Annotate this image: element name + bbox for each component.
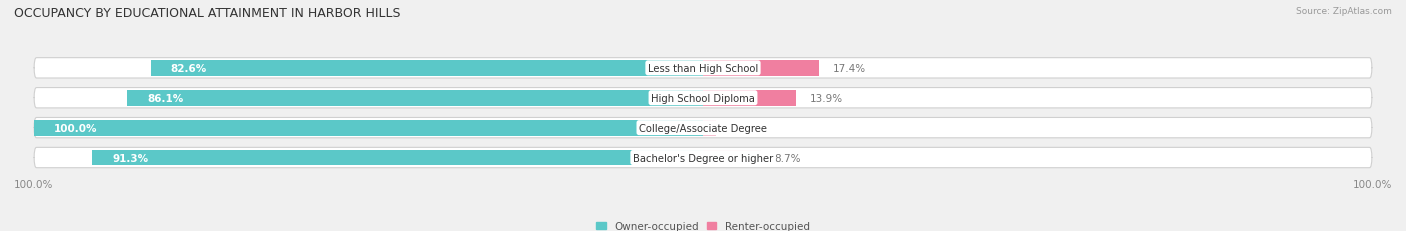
Bar (703, 120, 717, 136)
Text: 100.0%: 100.0% (55, 123, 97, 133)
FancyBboxPatch shape (34, 148, 1372, 168)
Text: 82.6%: 82.6% (170, 64, 207, 73)
Text: Less than High School: Less than High School (648, 64, 758, 73)
Text: 100.0%: 100.0% (14, 179, 53, 189)
Text: 100.0%: 100.0% (1353, 179, 1392, 189)
Bar (127, 90, 703, 106)
Text: 13.9%: 13.9% (810, 93, 842, 103)
Text: 91.3%: 91.3% (112, 153, 149, 163)
Legend: Owner-occupied, Renter-occupied: Owner-occupied, Renter-occupied (592, 217, 814, 231)
Text: 0.0%: 0.0% (717, 123, 742, 133)
Bar (150, 61, 703, 76)
FancyBboxPatch shape (34, 58, 1372, 79)
Text: 86.1%: 86.1% (148, 93, 183, 103)
FancyBboxPatch shape (34, 88, 1372, 108)
Bar (703, 61, 820, 76)
Bar (703, 90, 796, 106)
Text: 17.4%: 17.4% (832, 64, 866, 73)
Text: Bachelor's Degree or higher: Bachelor's Degree or higher (633, 153, 773, 163)
FancyBboxPatch shape (34, 118, 1372, 138)
Text: High School Diploma: High School Diploma (651, 93, 755, 103)
Text: College/Associate Degree: College/Associate Degree (638, 123, 768, 133)
Bar (34, 120, 703, 136)
Bar (93, 150, 703, 166)
Text: OCCUPANCY BY EDUCATIONAL ATTAINMENT IN HARBOR HILLS: OCCUPANCY BY EDUCATIONAL ATTAINMENT IN H… (14, 7, 401, 20)
Text: 8.7%: 8.7% (775, 153, 801, 163)
Text: Source: ZipAtlas.com: Source: ZipAtlas.com (1296, 7, 1392, 16)
Bar (703, 150, 761, 166)
